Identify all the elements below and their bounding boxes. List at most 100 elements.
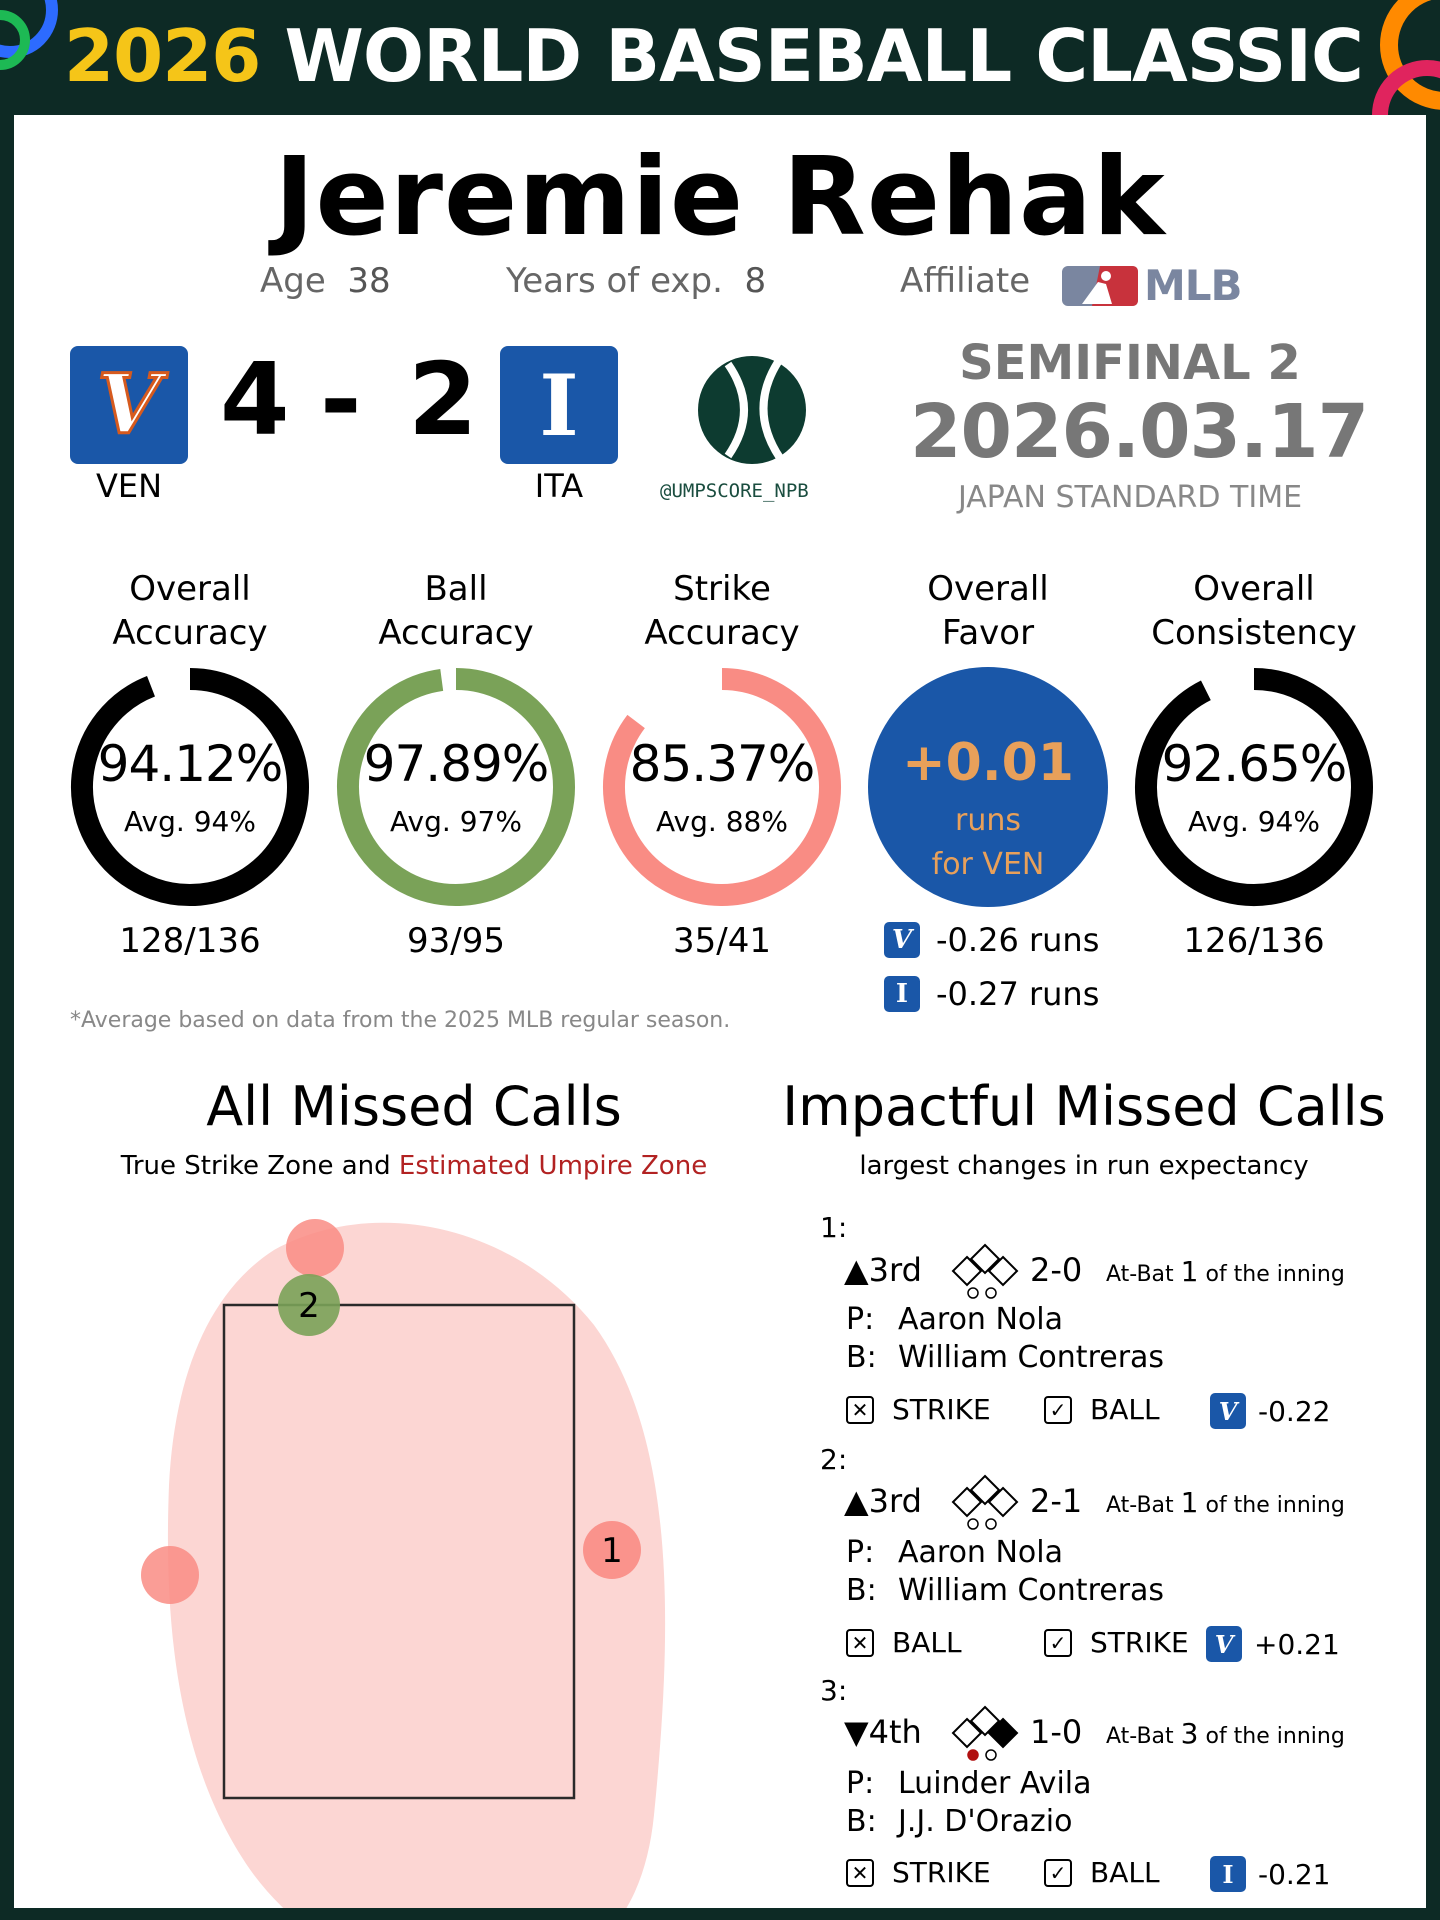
stat-title-line: Strike — [673, 569, 771, 609]
subtitle-umpire-zone: Estimated Umpire Zone — [398, 1151, 708, 1181]
favor-unit: runs — [955, 803, 1021, 838]
call-1-delta: V -0.22 — [1210, 1393, 1330, 1429]
umpire-name: Jeremie Rehak — [274, 135, 1166, 260]
header-year: 2026 — [64, 14, 261, 98]
missed-call-point-1 — [583, 1521, 641, 1579]
ven-mini-logo: V — [1210, 1393, 1246, 1429]
call-2-correct-text: STRIKE — [1090, 1626, 1189, 1659]
game-timezone: JAPAN STANDARD TIME — [957, 480, 1303, 515]
missed-call-point — [286, 1219, 344, 1277]
favor-value: +0.01 — [902, 733, 1074, 793]
call-1-team-letter: V — [1218, 1396, 1238, 1426]
game-date: 2026.03.17 — [910, 389, 1369, 475]
call-3-bases-diagram — [951, 1705, 1019, 1761]
call-3-inning: ▼4th — [844, 1713, 922, 1751]
call-3-delta: I -0.21 — [1210, 1856, 1330, 1892]
favor-circle: +0.01 runs for VEN — [868, 667, 1108, 907]
call-1-number: 1: — [820, 1211, 848, 1244]
inning-suffix: of the inning — [1205, 1493, 1345, 1518]
favor-home-row: V -0.26 runs — [884, 921, 1099, 959]
favor-home-runs: -0.26 runs — [936, 921, 1100, 959]
ven-logo-letter: V — [96, 356, 163, 455]
call-1-inning: ▲3rd — [844, 1251, 922, 1289]
age-value: 38 — [347, 261, 391, 301]
strike-accuracy-avg: Avg. 88% — [656, 805, 788, 838]
header-event: WORLD BASEBALL CLASSIC — [284, 14, 1363, 98]
call-3-atbat-number: 3 — [1180, 1717, 1199, 1750]
stat-title-strike-accuracy: Strike Accuracy — [602, 567, 842, 655]
score-separator: - — [320, 341, 362, 458]
umpire-scorecard: Jeremie Rehak Age 38 Years of exp. 8 Aff… — [14, 115, 1426, 1908]
stat-title-line: Overall — [927, 569, 1049, 609]
call-2-pitcher-label: P: — [846, 1535, 875, 1570]
call-1-atbat: At-Bat 1 of the inning — [1106, 1255, 1345, 1288]
atbat-label: At-Bat — [1106, 1724, 1174, 1749]
ita-mini-logo: I — [884, 976, 920, 1012]
overall-accuracy-value: 94.12% — [97, 735, 284, 793]
estimated-umpire-zone — [167, 1222, 666, 1908]
call-2-batter: William Contreras — [898, 1573, 1165, 1608]
missed-call-point — [141, 1546, 199, 1604]
x-box-icon: ✕ — [846, 1628, 874, 1657]
experience-label: Years of exp. — [506, 261, 723, 301]
call-2-called: ✕ BALL — [846, 1626, 962, 1659]
call-1-correct: ✓ BALL — [1044, 1393, 1160, 1426]
ball-accuracy-count: 93/95 — [407, 921, 505, 961]
inning-suffix: of the inning — [1205, 1262, 1345, 1287]
ring-strike-accuracy-gauge — [603, 668, 841, 906]
true-strike-zone — [222, 1303, 576, 1800]
ring-ball-accuracy-gauge — [337, 668, 575, 906]
overall-consistency-avg: Avg. 94% — [1188, 805, 1320, 838]
inning-suffix: of the inning — [1205, 1724, 1345, 1749]
away-score: 2 — [408, 341, 478, 458]
call-3-number: 3: — [820, 1674, 848, 1707]
ita-logo-letter: I — [539, 355, 579, 455]
strike-accuracy-count: 35/41 — [673, 921, 771, 961]
overall-consistency-count: 126/136 — [1183, 921, 1325, 961]
call-3-batter: J.J. D'Orazio — [898, 1804, 1073, 1839]
stat-title-overall-accuracy: Overall Accuracy — [70, 567, 310, 655]
call-1-batter-label: B: — [846, 1340, 877, 1375]
call-2-team-letter: V — [1214, 1629, 1234, 1659]
stat-title-line: Accuracy — [378, 613, 534, 653]
missed-call-label-2: 2 — [298, 1286, 320, 1326]
stat-title-line: Overall — [1193, 569, 1315, 609]
check-box-icon: ✓ — [1044, 1858, 1072, 1887]
all-missed-subtitle: True Strike Zone and Estimated Umpire Zo… — [54, 1151, 774, 1181]
decor-circle-topright-2 — [1372, 60, 1440, 115]
call-2-count: 2-1 — [1030, 1482, 1083, 1520]
stat-title-overall-favor: Overall Favor — [868, 567, 1108, 655]
ven-mini-logo: V — [884, 922, 920, 958]
call-1-pitcher: Aaron Nola — [898, 1302, 1063, 1337]
call-1-delta-value: -0.22 — [1258, 1394, 1331, 1428]
ring-strike-accuracy: 85.37% Avg. 88% — [602, 667, 842, 907]
game-round: SEMIFINAL 2 — [959, 335, 1301, 391]
impactful-title: Impactful Missed Calls — [782, 1075, 1386, 1138]
overall-accuracy-count: 128/136 — [119, 921, 261, 961]
x-box-icon: ✕ — [846, 1858, 874, 1887]
call-1-atbat-number: 1 — [1180, 1255, 1199, 1288]
ball-accuracy-value: 97.89% — [363, 735, 550, 793]
all-missed-title: All Missed Calls — [206, 1075, 622, 1138]
stat-title-line: Overall — [129, 569, 251, 609]
stat-title-ball-accuracy: Ball Accuracy — [336, 567, 576, 655]
missed-call-label-1: 1 — [601, 1531, 623, 1571]
mlb-batter-icon — [1062, 265, 1138, 306]
call-1-correct-text: BALL — [1090, 1393, 1160, 1426]
ring-overall-consistency-gauge — [1135, 668, 1373, 906]
favor-away-row: I -0.27 runs — [884, 975, 1099, 1013]
call-3-correct-text: BALL — [1090, 1856, 1160, 1889]
stat-title-line: Favor — [941, 613, 1035, 653]
ita-team-logo: I — [500, 346, 618, 464]
impactful-subtitle: largest changes in run expectancy — [859, 1151, 1309, 1181]
call-1-batter: William Contreras — [898, 1340, 1165, 1375]
call-3-called: ✕ STRIKE — [846, 1856, 991, 1889]
stat-title-line: Ball — [424, 569, 488, 609]
decor-circle-topleft-2 — [0, 10, 30, 70]
footnote: *Average based on data from the 2025 MLB… — [70, 1008, 731, 1033]
call-2-called-text: BALL — [892, 1626, 962, 1659]
call-2-correct: ✓ STRIKE — [1044, 1626, 1189, 1659]
ring-ball-accuracy: 97.89% Avg. 97% — [336, 667, 576, 907]
experience-value: 8 — [744, 261, 767, 301]
age-label: Age — [260, 261, 326, 301]
